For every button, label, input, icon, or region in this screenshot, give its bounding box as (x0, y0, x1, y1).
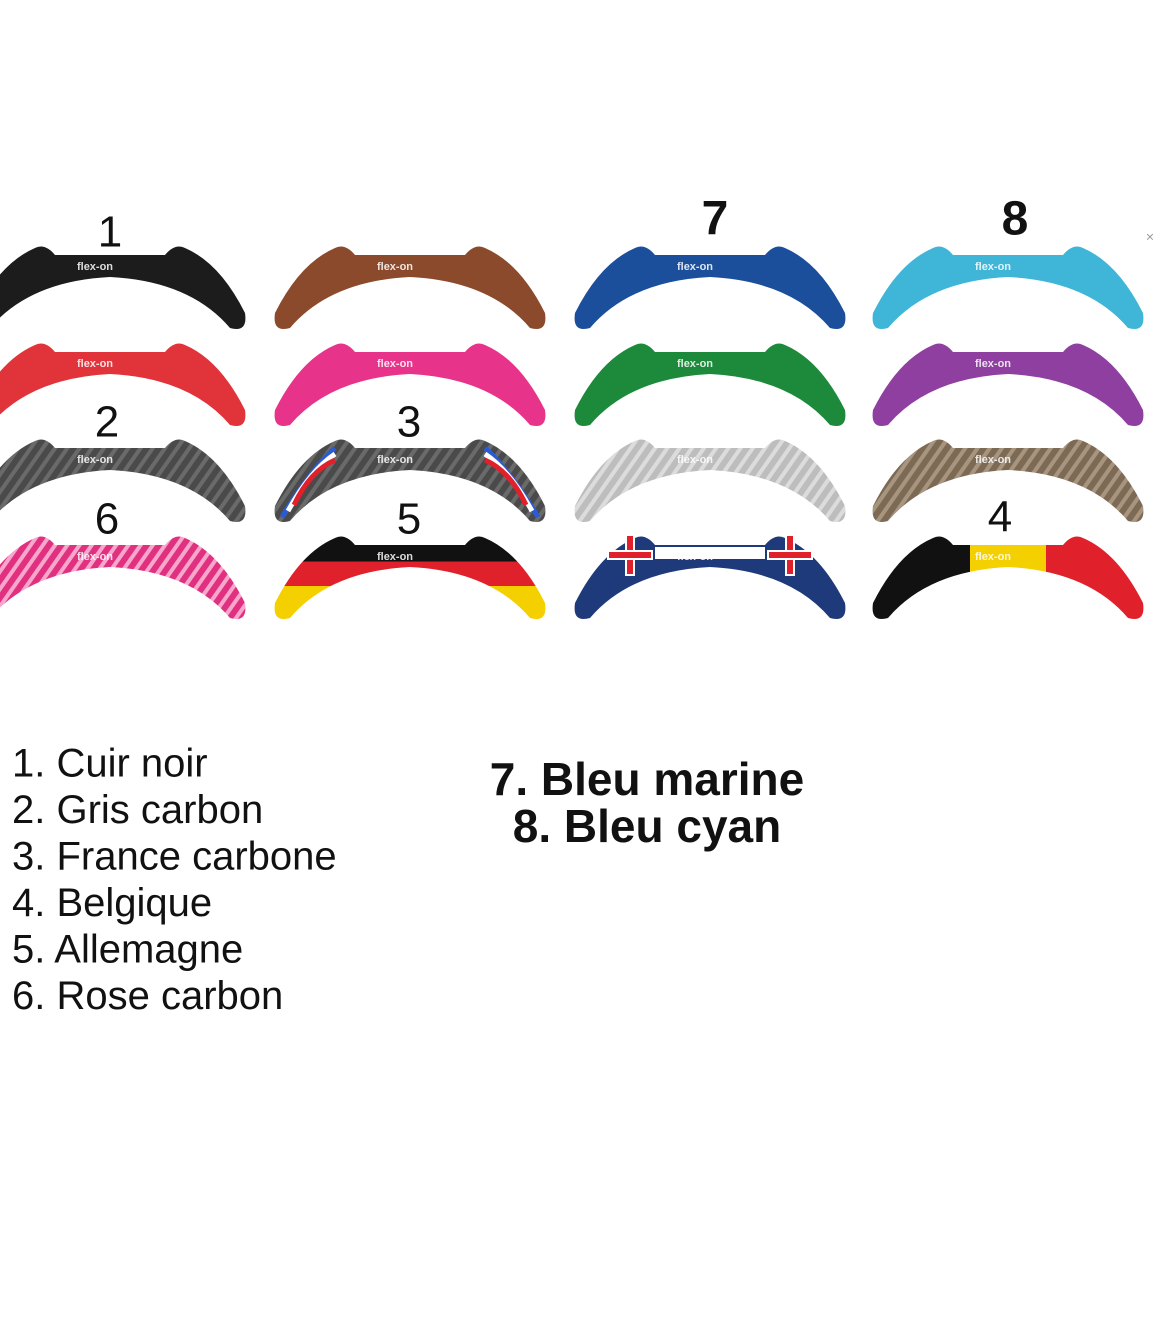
logo-text: flex-on (377, 454, 413, 466)
swatch-shape (0, 439, 246, 522)
swatch[interactable]: flex-on (274, 246, 546, 329)
logo-text: flex-on (377, 551, 413, 563)
swatch-shape (574, 439, 846, 522)
swatch-number: 3 (397, 398, 421, 447)
flag-cross (607, 550, 653, 560)
swatch-shape (0, 536, 246, 619)
swatch-number: 7 (702, 193, 729, 246)
logo-text: flex-on (77, 551, 113, 563)
swatch[interactable]: flex-on (0, 343, 246, 426)
legend-item: 1. Cuir noir (12, 742, 208, 786)
swatch[interactable]: flex-on (0, 536, 246, 619)
swatch-shape (574, 246, 846, 329)
swatch-shape (872, 536, 1144, 619)
legend-item: 8. Bleu cyan (513, 800, 781, 852)
swatch-number: 1 (98, 208, 122, 257)
swatch-shape (872, 246, 1144, 329)
swatch[interactable]: flex-on (0, 246, 246, 329)
swatch[interactable]: flex-on (872, 439, 1144, 522)
swatch[interactable]: flex-on (274, 439, 546, 522)
logo-text: flex-on (677, 358, 713, 370)
legend-item: 4. Belgique (12, 881, 212, 925)
swatch[interactable]: flex-on (872, 343, 1144, 426)
swatch-shape (274, 536, 546, 619)
swatch[interactable]: flex-on (274, 536, 546, 619)
swatch-shape (274, 246, 546, 329)
logo-text: flex-on (975, 454, 1011, 466)
swatch-shape (274, 343, 546, 426)
legend-item: 2. Gris carbon (12, 788, 263, 832)
logo-text: flex-on (975, 261, 1011, 273)
swatch-grid: flex-on flex-on flex-on flex-on flex-on flex-… (0, 246, 1144, 619)
swatch-shape (0, 246, 246, 329)
logo-text: flex-on (975, 358, 1011, 370)
logo-text: flex-on (677, 261, 713, 273)
close-icon[interactable]: × (1146, 229, 1154, 245)
swatch-number: 6 (95, 495, 119, 544)
flag-cross (767, 550, 813, 560)
swatch[interactable]: flex-on (0, 439, 246, 522)
swatch-shape (574, 343, 846, 426)
logo-text: flex-on (975, 551, 1011, 563)
swatch[interactable]: flex-on (872, 536, 1144, 619)
logo-band (655, 547, 765, 559)
swatch[interactable]: flex-on (574, 439, 846, 522)
logo-text: flex-on (677, 454, 713, 466)
swatch[interactable]: flex-on (574, 534, 846, 619)
logo-text: flex-on (377, 261, 413, 273)
swatch-shape (0, 343, 246, 426)
logo-text: flex-on (77, 454, 113, 466)
flag-stripe (291, 457, 337, 507)
logo-text: flex-on (677, 551, 713, 563)
swatch-shape (274, 439, 546, 522)
swatch-number: 2 (95, 398, 119, 447)
swatch-shape (872, 439, 1144, 522)
legend-item: 6. Rose carbon (12, 974, 283, 1018)
swatch[interactable]: flex-on (574, 246, 846, 329)
legend-item: 7. Bleu marine (490, 753, 804, 805)
number-labels: 1 7 8 2 3 6 5 4 (95, 193, 1029, 544)
swatch-number: 8 (1002, 193, 1029, 246)
legend-item: 3. France carbone (12, 835, 337, 879)
swatch-shape (872, 343, 1144, 426)
swatch[interactable]: flex-on (274, 343, 546, 426)
flag-stripe (483, 457, 529, 507)
legend-item: 5. Allemagne (12, 928, 243, 972)
swatch-number: 5 (397, 495, 421, 544)
logo-text: flex-on (377, 358, 413, 370)
logo-text: flex-on (77, 358, 113, 370)
swatch-number: 4 (988, 493, 1012, 542)
swatch[interactable]: flex-on (574, 343, 846, 426)
logo-text: flex-on (77, 261, 113, 273)
swatch[interactable]: flex-on (872, 246, 1144, 329)
